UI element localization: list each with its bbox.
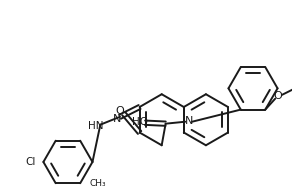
Text: Cl: Cl [25, 157, 36, 167]
Text: CH₃: CH₃ [89, 179, 106, 188]
Text: O: O [274, 91, 282, 101]
Text: N: N [185, 116, 193, 126]
Text: HN: HN [88, 121, 103, 131]
Text: O: O [116, 106, 124, 116]
Text: HO: HO [132, 117, 148, 127]
Text: N: N [113, 114, 121, 124]
